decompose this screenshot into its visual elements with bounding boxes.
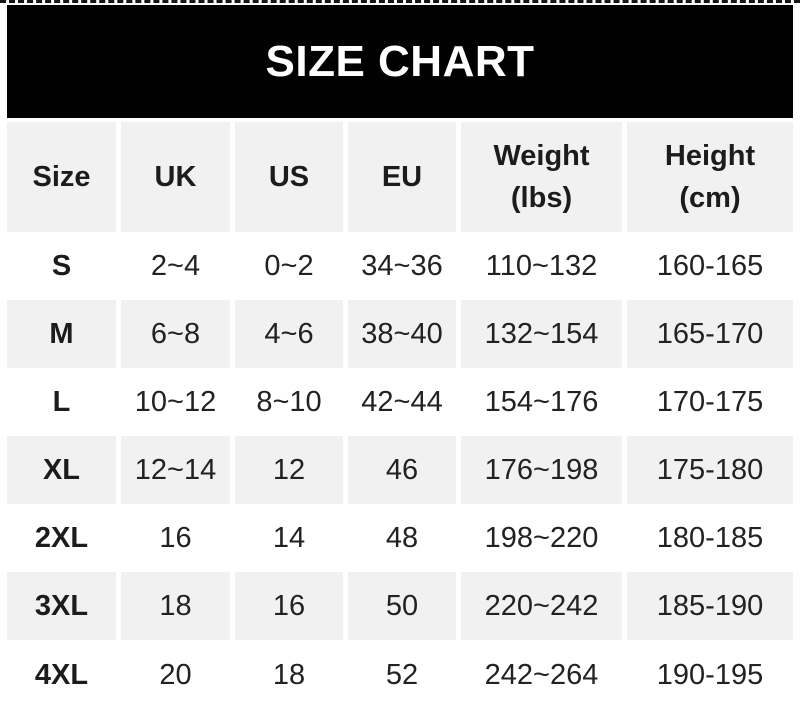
column-label: Weight xyxy=(493,139,590,172)
row-label: 2XL xyxy=(7,504,116,572)
cell-height: 175-180 xyxy=(627,436,793,504)
table-row-3xl: 3XL 18 16 50 220~242 185-190 xyxy=(7,572,793,640)
header-cell-uk: UK xyxy=(121,122,230,232)
cell-uk: 16 xyxy=(121,504,230,572)
cell-us: 18 xyxy=(235,640,343,710)
cell-us: 0~2 xyxy=(235,232,343,300)
page-title: SIZE CHART xyxy=(265,36,535,86)
cell-us: 8~10 xyxy=(235,368,343,436)
cell-weight: 154~176 xyxy=(461,368,622,436)
cell-weight: 132~154 xyxy=(461,300,622,368)
cell-weight: 198~220 xyxy=(461,504,622,572)
cell-weight: 242~264 xyxy=(461,640,622,710)
header-cell-height: Height (cm) xyxy=(627,122,793,232)
cell-eu: 48 xyxy=(348,504,456,572)
column-label: EU xyxy=(381,160,423,193)
cell-height: 180-185 xyxy=(627,504,793,572)
table-row-xl: XL 12~14 12 46 176~198 175-180 xyxy=(7,436,793,504)
column-label: Height xyxy=(664,139,756,172)
cell-us: 16 xyxy=(235,572,343,640)
cell-weight: 110~132 xyxy=(461,232,622,300)
column-label: Size xyxy=(32,160,91,193)
table-row-4xl: 4XL 20 18 52 242~264 190-195 xyxy=(7,640,793,710)
row-label: L xyxy=(7,368,116,436)
cell-weight: 220~242 xyxy=(461,572,622,640)
row-label: XL xyxy=(7,436,116,504)
cell-eu: 42~44 xyxy=(348,368,456,436)
table-row-2xl: 2XL 16 14 48 198~220 180-185 xyxy=(7,504,793,572)
cell-height: 170-175 xyxy=(627,368,793,436)
cell-eu: 46 xyxy=(348,436,456,504)
size-chart-table: Size UK US EU Weight (lbs) Height (cm) S xyxy=(2,122,798,710)
column-label: UK xyxy=(154,160,197,193)
header-row: Size UK US EU Weight (lbs) Height (cm) xyxy=(7,122,793,232)
cell-us: 12 xyxy=(235,436,343,504)
cell-us: 4~6 xyxy=(235,300,343,368)
cell-uk: 12~14 xyxy=(121,436,230,504)
cell-uk: 2~4 xyxy=(121,232,230,300)
cell-eu: 34~36 xyxy=(348,232,456,300)
table-row-m: M 6~8 4~6 38~40 132~154 165-170 xyxy=(7,300,793,368)
column-label: US xyxy=(268,160,310,193)
header-cell-size: Size xyxy=(7,122,116,232)
header-cell-weight: Weight (lbs) xyxy=(461,122,622,232)
cell-uk: 18 xyxy=(121,572,230,640)
cell-eu: 50 xyxy=(348,572,456,640)
column-unit: (lbs) xyxy=(510,182,573,214)
row-label: 4XL xyxy=(7,640,116,710)
row-label: 3XL xyxy=(7,572,116,640)
cell-eu: 38~40 xyxy=(348,300,456,368)
cell-uk: 20 xyxy=(121,640,230,710)
table-row-l: L 10~12 8~10 42~44 154~176 170-175 xyxy=(7,368,793,436)
cell-us: 14 xyxy=(235,504,343,572)
cell-eu: 52 xyxy=(348,640,456,710)
cell-uk: 6~8 xyxy=(121,300,230,368)
row-label: S xyxy=(7,232,116,300)
header-cell-eu: EU xyxy=(348,122,456,232)
cell-height: 165-170 xyxy=(627,300,793,368)
cell-height: 190-195 xyxy=(627,640,793,710)
cell-height: 160-165 xyxy=(627,232,793,300)
row-label: M xyxy=(7,300,116,368)
cell-height: 185-190 xyxy=(627,572,793,640)
column-unit: (cm) xyxy=(679,182,741,214)
cell-uk: 10~12 xyxy=(121,368,230,436)
cell-weight: 176~198 xyxy=(461,436,622,504)
size-chart-banner: SIZE CHART xyxy=(7,5,793,118)
header-cell-us: US xyxy=(235,122,343,232)
table-row-s: S 2~4 0~2 34~36 110~132 160-165 xyxy=(7,232,793,300)
